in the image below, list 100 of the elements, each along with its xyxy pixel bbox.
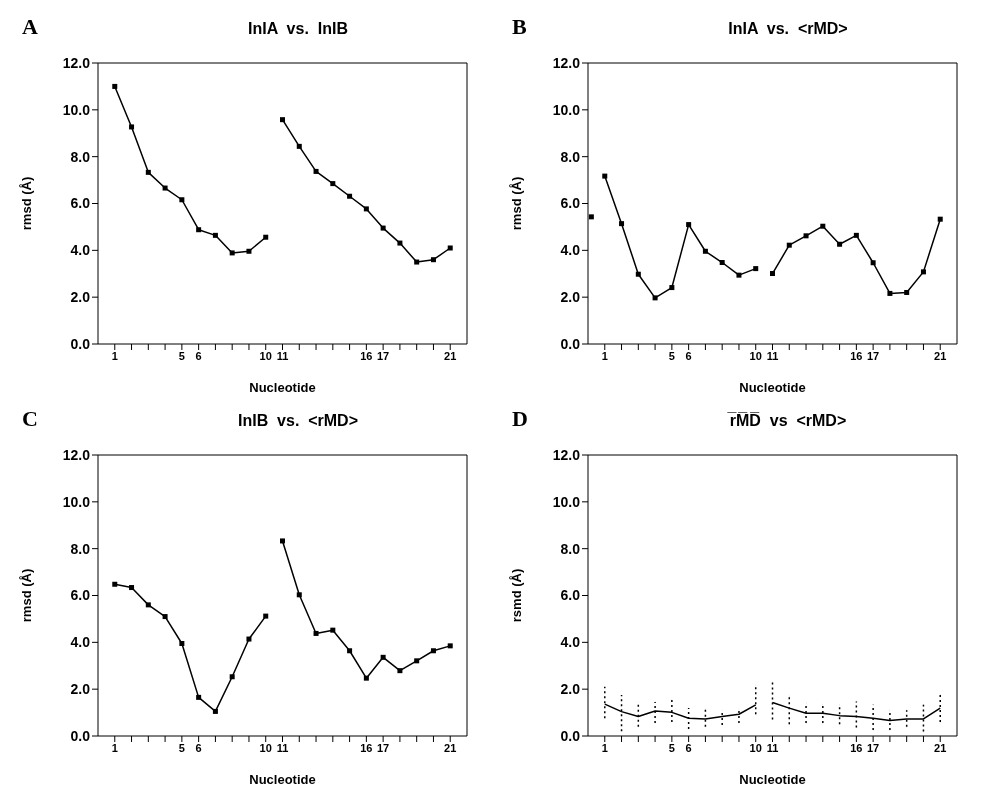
text: C [22, 406, 38, 432]
point [447, 643, 453, 649]
x-tick-label: 17 [867, 741, 880, 754]
y-tick-label: 10.0 [62, 101, 91, 118]
y-tick-label: 6.0 [70, 587, 91, 604]
point [669, 285, 675, 291]
point [837, 241, 843, 247]
point [347, 648, 353, 654]
x-tick-label: 16 [360, 741, 373, 754]
chart-title: InIA vs. <rMD> [727, 20, 849, 38]
point [397, 240, 403, 246]
y-tick-label: 4.0 [560, 634, 581, 651]
point [313, 168, 319, 174]
point [736, 272, 742, 278]
x-tick-label: 6 [195, 349, 202, 362]
y-tick-label: 4.0 [560, 242, 581, 259]
point [786, 242, 792, 248]
y-tick-label: 0.0 [560, 727, 581, 744]
point [380, 654, 386, 660]
y-tick-label: 0.0 [70, 727, 91, 744]
point [702, 248, 708, 254]
x-tick-label: 17 [377, 741, 390, 754]
point [330, 627, 336, 633]
point [229, 250, 235, 256]
point [129, 124, 135, 130]
point [686, 222, 692, 228]
y-axis-title: rmsd (Å) [18, 568, 34, 623]
y-tick-label: 8.0 [560, 148, 581, 165]
x-tick-label: 5 [668, 349, 675, 362]
x-tick-label: 6 [195, 741, 202, 754]
point [162, 614, 168, 620]
point [380, 225, 386, 231]
y-tick-label: 2.0 [560, 681, 581, 698]
x-tick-label: 21 [934, 349, 947, 362]
point [803, 233, 809, 239]
y-tick-label: 2.0 [70, 289, 91, 306]
point [296, 592, 302, 598]
point [129, 585, 135, 591]
x-tick-label: 5 [178, 741, 185, 754]
x-tick-label: 11 [276, 349, 289, 362]
point [430, 648, 436, 654]
point [229, 674, 235, 680]
point [263, 613, 269, 619]
y-tick-label: 8.0 [560, 540, 581, 557]
y-tick-label: 10.0 [552, 493, 581, 510]
y-tick-label: 10.0 [552, 101, 581, 118]
y-tick-label: 8.0 [70, 148, 91, 165]
point [619, 221, 625, 227]
point [196, 227, 202, 233]
text: D [512, 406, 528, 432]
point [179, 641, 185, 646]
x-tick-label: 5 [668, 741, 675, 754]
x-axis-title: Nucleotide [739, 380, 806, 395]
point [920, 269, 926, 275]
point [588, 214, 594, 220]
y-axis-title: rmsd (Å) [18, 176, 34, 231]
y-tick-label: 2.0 [70, 681, 91, 698]
point [719, 260, 725, 266]
x-tick-label: 21 [934, 741, 947, 754]
point [347, 193, 353, 199]
point [635, 271, 641, 277]
point [145, 169, 151, 175]
point [263, 234, 269, 240]
point [162, 185, 168, 191]
x-tick-label: 10 [749, 741, 762, 754]
point [397, 668, 403, 674]
x-tick-label: 1 [601, 349, 608, 362]
point [280, 538, 285, 544]
x-tick-label: 1 [111, 741, 118, 754]
x-tick-label: 21 [444, 349, 457, 362]
point [296, 143, 302, 149]
x-axis-title: Nucleotide [249, 380, 316, 395]
point [937, 216, 943, 222]
point [246, 636, 252, 642]
x-tick-label: 6 [685, 741, 692, 754]
x-tick-label: 11 [766, 741, 779, 754]
point [652, 295, 658, 301]
y-tick-label: 6.0 [70, 195, 91, 212]
point [246, 248, 252, 254]
x-tick-label: 17 [377, 349, 390, 362]
point [330, 181, 336, 187]
x-axis-title: Nucleotide [249, 772, 316, 787]
x-tick-label: 17 [867, 349, 880, 362]
chart-title: r̅M̅D̅ vs <rMD> [726, 412, 848, 430]
y-tick-label: 0.0 [560, 335, 581, 352]
y-tick-label: 12.0 [62, 54, 91, 71]
chart-title: InIA vs. InIB [247, 20, 349, 38]
point [212, 232, 218, 238]
text: A [22, 14, 38, 40]
y-tick-label: 0.0 [70, 335, 91, 352]
y-tick-label: 6.0 [560, 195, 581, 212]
point [112, 83, 118, 89]
point [196, 694, 202, 700]
x-axis-title: Nucleotide [739, 772, 806, 787]
point [904, 289, 910, 295]
point [447, 245, 453, 251]
x-tick-label: 16 [850, 741, 863, 754]
x-tick-label: 16 [360, 349, 373, 362]
point [820, 223, 826, 229]
point [887, 290, 893, 296]
